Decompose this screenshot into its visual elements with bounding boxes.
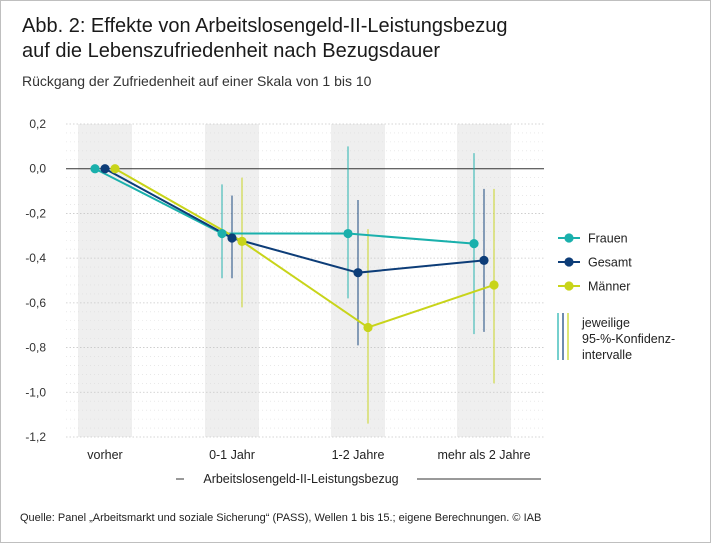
- data-point-frauen: [343, 228, 353, 239]
- y-tick-label: 0,2: [29, 117, 46, 131]
- chart-title-line2: auf die Lebenszufriedenheit nach Bezugsd…: [22, 40, 441, 62]
- legend-label-männer: Männer: [588, 280, 630, 294]
- x-axis-group: Arbeitslosengeld-II-Leistungsbezug: [176, 472, 541, 486]
- x-category-label: 1-2 Jahre: [332, 448, 385, 462]
- legend-label-frauen: Frauen: [588, 232, 628, 246]
- legend-ci-label-line: 95-%-Konfidenz-: [582, 332, 675, 346]
- data-point-gesamt: [353, 268, 363, 278]
- category-band: [205, 124, 259, 437]
- y-tick-label: -1,2: [25, 430, 46, 444]
- y-tick-label: -0,6: [25, 296, 46, 310]
- x-category-label: vorher: [87, 448, 122, 462]
- series-line-frauen: [94, 167, 475, 245]
- legend-swatch-point-gesamt: [564, 257, 574, 267]
- legend: Frauen Gesamt Männer jeweilige 95-%-Konfiden…: [557, 232, 675, 362]
- y-axis-ticks: 0,2 0,0 -0,2 -0,4 -0,6 -0,8 -1,0 -1,2: [25, 117, 46, 444]
- data-point-frauen: [90, 164, 100, 174]
- data-point-frauen: [469, 239, 479, 249]
- series-line-gesamt: [104, 167, 485, 274]
- data-point-männer: [110, 164, 120, 174]
- series-line-männer: [114, 167, 495, 329]
- x-category-label: mehr als 2 Jahre: [437, 448, 530, 462]
- series-lines: [94, 167, 495, 329]
- data-point-frauen: [217, 228, 227, 239]
- data-point-männer: [363, 322, 373, 333]
- data-point-männer: [489, 280, 499, 290]
- y-tick-label: -0,4: [25, 251, 46, 265]
- x-axis-title: Arbeitslosengeld-II-Leistungsbezug: [203, 472, 398, 486]
- data-point-männer: [237, 236, 247, 246]
- y-tick-label: -1,0: [25, 385, 46, 399]
- series-points: [90, 164, 499, 333]
- x-axis-categories: vorher 0-1 Jahr 1-2 Jahre mehr als 2 Jahre: [87, 448, 530, 462]
- data-point-gesamt: [100, 164, 110, 174]
- y-tick-label: -0,8: [25, 341, 46, 355]
- category-bands: [78, 124, 511, 437]
- category-band: [78, 124, 132, 437]
- x-category-label: 0-1 Jahr: [209, 448, 255, 462]
- data-point-gesamt: [479, 255, 489, 265]
- source-note: Quelle: Panel „Arbeitsmarkt und soziale …: [20, 512, 542, 524]
- legend-swatch-point-männer: [564, 281, 574, 291]
- y-tick-label: -0,2: [25, 206, 46, 220]
- legend-swatch-point-frauen: [564, 233, 574, 243]
- chart-subtitle: Rückgang der Zufriedenheit auf einer Ska…: [22, 73, 372, 89]
- chart-title-line1: Abb. 2: Effekte von Arbeitslosengeld-II-…: [22, 15, 508, 37]
- legend-label-gesamt: Gesamt: [588, 256, 632, 270]
- legend-ci-label-line: intervalle: [582, 348, 632, 362]
- y-tick-label: 0,0: [29, 162, 46, 176]
- chart-title: Abb. 2: Effekte von Arbeitslosengeld-II-…: [22, 14, 508, 64]
- data-point-gesamt: [227, 233, 237, 243]
- legend-ci-label-line: jeweilige: [581, 316, 630, 330]
